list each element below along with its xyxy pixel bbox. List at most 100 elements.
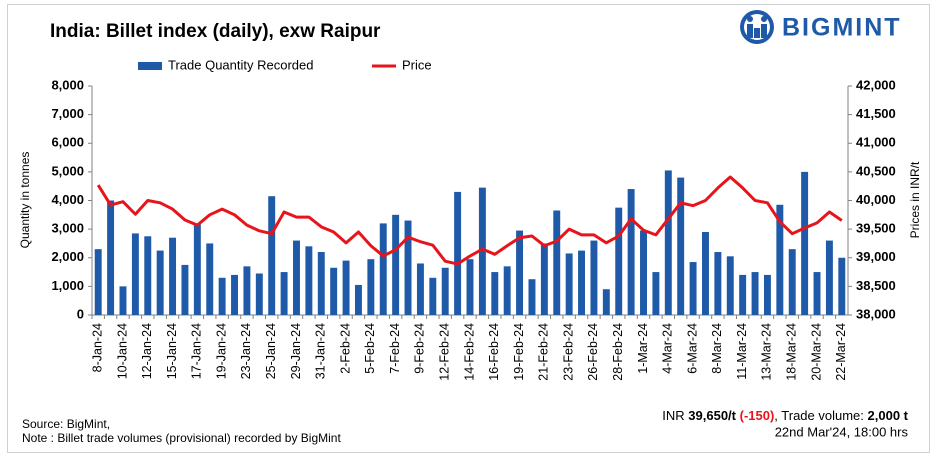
x-tick-label: 13-Mar-24 xyxy=(760,323,774,381)
bar xyxy=(379,223,387,315)
x-tick-label: 29-Jan-24 xyxy=(289,323,303,379)
y2-tick-label: 40,000 xyxy=(856,192,896,207)
x-tick-label: 9-Feb-24 xyxy=(413,323,427,374)
bar xyxy=(702,231,709,315)
bar xyxy=(640,230,647,315)
logo xyxy=(740,10,774,44)
x-tick-label: 19-Feb-24 xyxy=(512,323,526,381)
x-tick-label: 25-Jan-24 xyxy=(264,323,278,379)
bar xyxy=(156,250,164,315)
y2-axis-title: Prices in INR/t xyxy=(908,161,922,238)
y2-tick-label: 38,500 xyxy=(856,278,896,293)
bar xyxy=(193,223,201,315)
bar xyxy=(144,236,152,315)
y2-tick-label: 41,500 xyxy=(856,106,896,121)
y-tick-label: 8,000 xyxy=(51,77,84,92)
y-tick-label: 2,000 xyxy=(51,249,84,264)
x-tick-label: 6-Mar-24 xyxy=(685,323,699,374)
bar xyxy=(540,243,548,315)
bar xyxy=(565,253,573,315)
x-tick-label: 23-Jan-24 xyxy=(239,323,253,379)
bar xyxy=(813,272,821,315)
x-tick-label: 20-Mar-24 xyxy=(809,323,823,381)
x-tick-label: 11-Mar-24 xyxy=(735,323,749,380)
bar xyxy=(392,214,400,315)
price-line xyxy=(96,175,843,266)
brand: BIGMINT xyxy=(782,14,902,42)
y2-tick-label: 42,000 xyxy=(856,77,896,92)
bar xyxy=(231,274,238,315)
x-tick-label: 15-Jan-24 xyxy=(165,323,179,379)
x-tick-label: 1-Mar-24 xyxy=(636,323,650,374)
bar xyxy=(367,259,375,315)
bar xyxy=(342,260,350,315)
y-tick-label: 3,000 xyxy=(51,221,84,236)
y2-tick-label: 40,500 xyxy=(856,163,896,178)
y-tick-label: 0 xyxy=(77,306,84,321)
x-tick-label: 7-Feb-24 xyxy=(388,323,402,374)
bar xyxy=(838,257,846,315)
bar xyxy=(119,286,127,315)
bar xyxy=(714,252,722,315)
note: Note : Billet trade volumes (provisional… xyxy=(22,431,341,445)
y2-tick-label: 38,000 xyxy=(856,306,896,321)
bar xyxy=(305,246,313,315)
bar xyxy=(677,177,685,315)
bar xyxy=(615,207,623,315)
bar xyxy=(788,249,796,315)
x-tick-label: 2-Feb-24 xyxy=(338,323,352,374)
x-tick-label: 23-Feb-24 xyxy=(561,323,575,381)
bar xyxy=(317,252,325,315)
bar xyxy=(454,191,462,315)
x-tick-label: 5-Feb-24 xyxy=(363,323,377,374)
bar xyxy=(478,187,486,315)
x-tick-label: 31-Jan-24 xyxy=(314,323,328,379)
bar xyxy=(218,277,226,315)
bar xyxy=(503,266,511,315)
bar xyxy=(553,210,561,315)
y-axis-title: Quantity in tonnes xyxy=(18,152,32,249)
bar xyxy=(578,250,586,315)
x-tick-label: 12-Feb-24 xyxy=(438,323,452,381)
bar xyxy=(169,237,177,315)
bar xyxy=(516,230,524,315)
bar xyxy=(429,277,437,315)
bar xyxy=(416,263,424,315)
y-tick-label: 7,000 xyxy=(51,106,84,121)
bar xyxy=(280,272,288,315)
legend-label: Price xyxy=(402,57,432,72)
bar xyxy=(206,243,214,315)
bar xyxy=(763,274,771,315)
summary-volume: 2,000 t xyxy=(868,408,909,423)
x-tick-label: 10-Jan-24 xyxy=(115,323,129,379)
source: Source: BigMint, xyxy=(22,417,110,431)
bar xyxy=(652,272,660,315)
summary-change: (-150) xyxy=(736,408,774,423)
bar xyxy=(627,189,635,315)
bar xyxy=(801,171,809,315)
frame xyxy=(7,4,930,453)
bar xyxy=(466,259,474,315)
y2-tick-label: 39,000 xyxy=(856,249,896,264)
x-tick-label: 8-Mar-24 xyxy=(710,323,724,374)
bar xyxy=(131,233,139,315)
legend-label: Trade Quantity Recorded xyxy=(168,57,313,72)
bar xyxy=(739,274,747,315)
bar xyxy=(354,284,362,315)
y-tick-label: 5,000 xyxy=(51,163,84,178)
x-tick-label: 14-Feb-24 xyxy=(462,323,476,381)
summary: INR 39,650/t (-150), Trade volume: 2,000… xyxy=(662,408,908,423)
x-tick-label: 12-Jan-24 xyxy=(140,323,154,379)
y-tick-label: 4,000 xyxy=(51,192,84,207)
y2-tick-label: 41,000 xyxy=(856,135,896,150)
bar xyxy=(243,266,251,315)
bar xyxy=(491,272,499,315)
bar xyxy=(330,267,338,315)
bar xyxy=(689,262,697,315)
x-tick-label: 22-Mar-24 xyxy=(834,323,848,381)
y-tick-label: 1,000 xyxy=(51,278,84,293)
bar xyxy=(181,264,189,315)
summary-part: , Trade volume: xyxy=(774,408,867,423)
x-tick-label: 28-Feb-24 xyxy=(611,323,625,381)
